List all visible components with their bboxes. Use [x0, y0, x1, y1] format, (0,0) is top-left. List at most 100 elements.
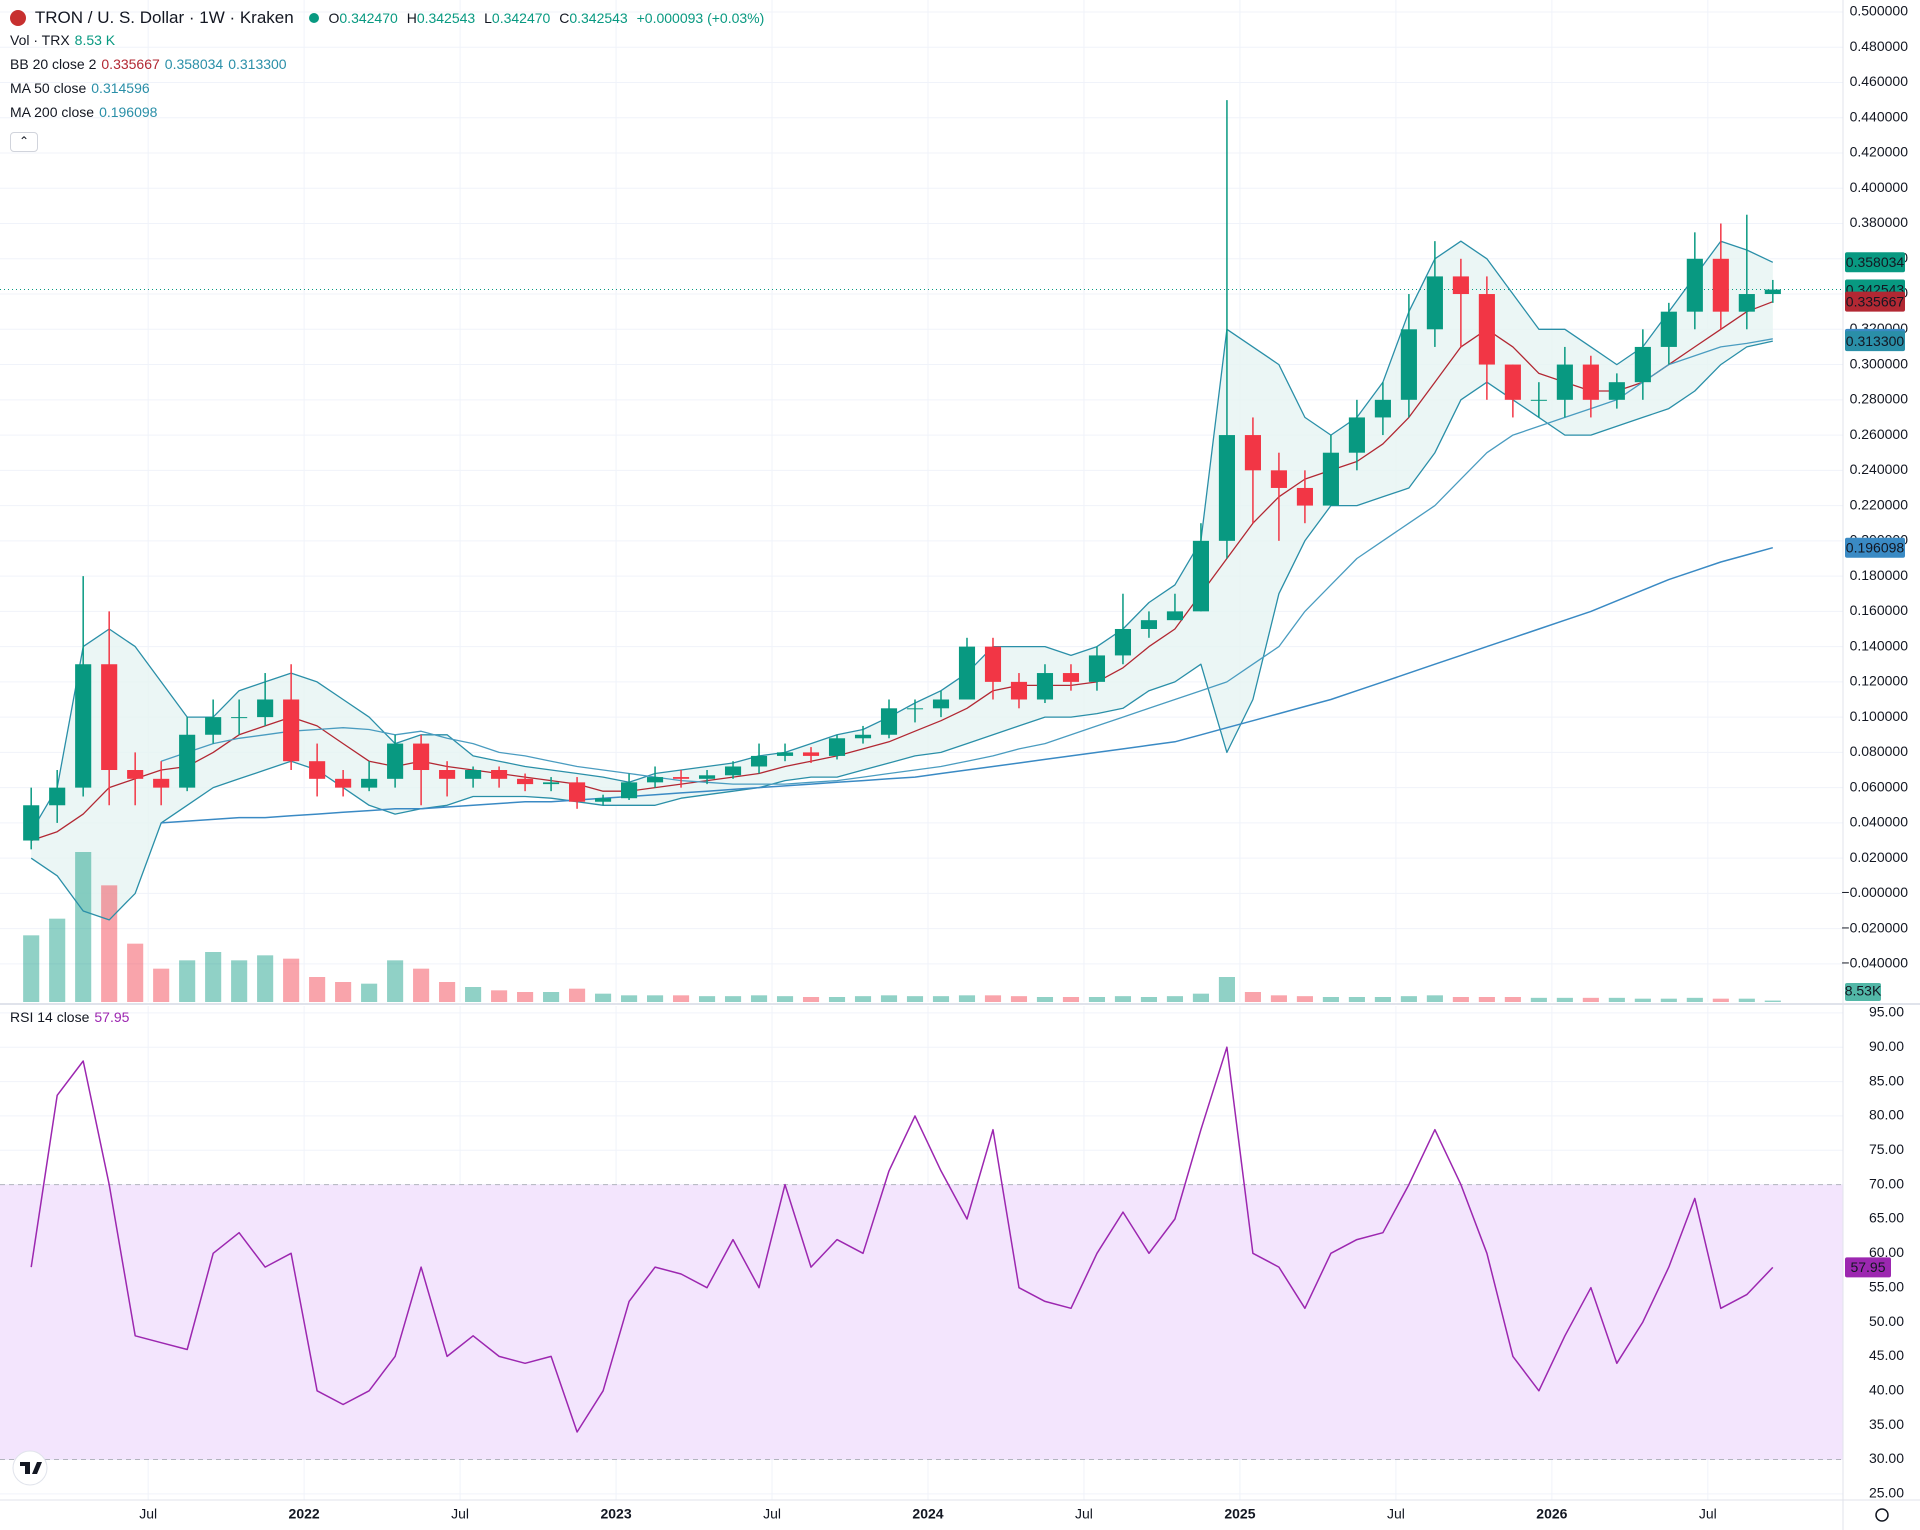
candle-body: [361, 778, 378, 788]
volume-bar: [1270, 995, 1287, 1002]
volume-bar: [854, 996, 872, 1002]
indicator-value: 8.53 K: [74, 32, 116, 48]
candle-body: [491, 770, 508, 779]
symbol-title[interactable]: TRON / U. S. Dollar · 1W · Kraken: [34, 8, 294, 27]
y-tick-label: 30.00: [1869, 1450, 1904, 1466]
ohlc-value: 0.342543: [569, 10, 628, 26]
y-tick-label: 55.00: [1869, 1278, 1904, 1294]
candle-body: [1478, 294, 1495, 365]
volume: [23, 852, 1781, 1002]
volume-bar: [179, 960, 196, 1002]
y-tick-label: 0.120000: [1850, 673, 1909, 689]
volume-bar: [1400, 996, 1417, 1002]
indicator-row: MA 50 close 0.314596: [10, 80, 155, 96]
x-tick-label: Jul: [763, 1506, 781, 1522]
y-tick-label: 0.380000: [1850, 214, 1909, 230]
candle-body: [517, 778, 534, 785]
indicator-value: 0.196098: [99, 104, 158, 120]
price-badge: [1845, 537, 1905, 558]
candle-body: [958, 646, 976, 700]
y-tick-label: 0.460000: [1850, 73, 1909, 89]
volume-bar: [672, 995, 690, 1002]
volume-bar: [1296, 996, 1313, 1002]
x-tick-label: 2022: [289, 1506, 320, 1522]
volume-bar: [387, 960, 404, 1002]
ohlc-value: 0.342470: [339, 10, 398, 26]
candle-body: [776, 752, 794, 756]
volume-bar: [1088, 997, 1106, 1002]
price-badge-label: 0.335667: [1846, 293, 1905, 309]
candle-body: [335, 778, 352, 788]
candle-body: [1166, 611, 1184, 621]
volume-bar: [439, 982, 456, 1002]
y-tick-label: 45.00: [1869, 1347, 1904, 1363]
collapse-button[interactable]: ⌃: [10, 132, 38, 152]
candle-body: [1036, 673, 1054, 700]
volume-bar: [1504, 997, 1521, 1002]
volume-bar: [1712, 998, 1729, 1002]
volume-bar: [153, 968, 170, 1002]
volume-bar: [1452, 997, 1469, 1002]
candle-body: [906, 708, 924, 710]
candle-body: [1556, 364, 1573, 400]
volume-bar: [1608, 997, 1625, 1002]
candle-body: [724, 766, 742, 776]
volume-bar: [1660, 998, 1677, 1002]
y-tick-label: 0.140000: [1850, 637, 1909, 653]
volume-bar: [906, 996, 924, 1002]
y-tick-label: 25.00: [1869, 1485, 1904, 1501]
candle-body: [854, 734, 872, 739]
rsi-legend: RSI 14 close 57.95: [10, 1009, 134, 1025]
candle-body: [101, 664, 118, 771]
candle-body: [205, 717, 222, 735]
candle-body: [387, 743, 404, 779]
y-tick-label: −0.020000: [1841, 919, 1908, 935]
candle-body: [257, 699, 274, 718]
status-dot: [308, 13, 319, 23]
y-tick-label: 0.020000: [1850, 849, 1909, 865]
ohlc-value: 0.342543: [416, 10, 476, 26]
volume-bar: [231, 960, 248, 1002]
candle-body: [1010, 681, 1028, 700]
y-tick-label: 0.080000: [1850, 743, 1909, 759]
candle-body: [1322, 452, 1339, 506]
volume-bar: [1062, 997, 1080, 1002]
candle-body: [1088, 655, 1106, 682]
indicator-name: MA 200 close: [10, 104, 95, 120]
x-tick-label: Jul: [1075, 1506, 1093, 1522]
y-tick-label: 95.00: [1869, 1004, 1904, 1020]
volume-bar: [1036, 997, 1054, 1002]
y-tick-label: 50.00: [1869, 1313, 1904, 1329]
x-tick-label: Jul: [139, 1506, 157, 1522]
volume-bar: [75, 852, 92, 1002]
volume-bar: [776, 996, 794, 1002]
ohlc-value: 0.342470: [491, 10, 551, 26]
candle-body: [283, 699, 300, 762]
volume-bar: [205, 952, 222, 1002]
y-tick-label: 0.160000: [1850, 602, 1909, 618]
rsi-badge-label: 57.95: [1850, 1259, 1885, 1275]
bb-upper: [30, 240, 1774, 833]
volume-bar: [101, 885, 118, 1002]
rsi-line: [30, 1046, 1774, 1433]
ohlc-label: O: [328, 10, 340, 26]
volume-bar: [750, 995, 768, 1002]
volume-bar: [1322, 997, 1339, 1002]
y-tick-label: 0.480000: [1850, 38, 1909, 54]
y-tick-label: 0.100000: [1850, 708, 1909, 724]
volume-bar: [828, 997, 846, 1002]
candle-body: [1296, 487, 1313, 506]
volume-bar: [1374, 997, 1391, 1002]
x-tick-label: 2023: [600, 1506, 631, 1522]
candle-body: [1712, 258, 1729, 312]
volume-bar: [361, 983, 378, 1002]
candle-body: [595, 798, 612, 802]
y-tick-label: 85.00: [1869, 1072, 1904, 1088]
y-tick-label: 0.060000: [1850, 778, 1909, 794]
y-tick-label: −0.000000: [1841, 884, 1908, 900]
ohlc-label: L: [484, 10, 492, 26]
candle-body: [23, 805, 40, 841]
volume-bar: [646, 995, 664, 1002]
